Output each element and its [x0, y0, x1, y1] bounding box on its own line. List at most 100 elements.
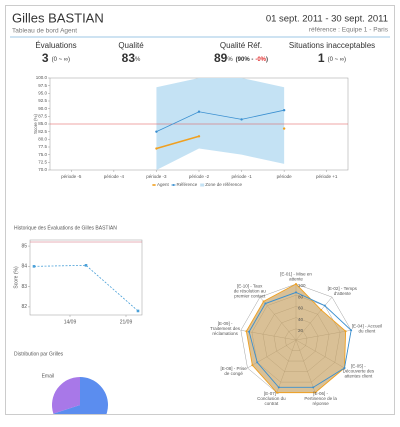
kpi-number: 89	[214, 51, 228, 65]
radar-point	[277, 386, 280, 389]
x-tick-label: 14/09	[64, 319, 77, 325]
radar-axis-label: [E-01] - Mise en attente	[280, 272, 312, 282]
radar-point	[262, 300, 265, 303]
kpi-label: Qualité Réf.	[220, 41, 262, 50]
y-tick-label: 82	[21, 304, 27, 310]
radar-series	[245, 283, 347, 394]
y-axis-label: Score (%)	[33, 114, 38, 135]
radar-point	[248, 330, 251, 333]
legend-label: Zone de référence	[205, 182, 242, 187]
radar-axis-label-line: [E-05] -	[351, 364, 366, 369]
radar-axis-label-line: premier contact	[234, 294, 266, 299]
radar-point	[245, 330, 248, 333]
radar-point	[344, 330, 347, 333]
radar-point	[295, 283, 297, 285]
radar-point	[275, 391, 278, 394]
radar-series	[248, 291, 352, 388]
x-tick-label: période -4	[104, 174, 125, 179]
kpi-range: (90% -	[236, 57, 254, 63]
pie-group	[52, 377, 109, 414]
y-axis-label: Score (%)	[13, 266, 19, 289]
radar-axis-label-line: attentes client	[344, 374, 373, 379]
radar-axis-label-line: [E-01] - Mise en	[280, 272, 312, 277]
x-tick-label: 21/09	[120, 319, 133, 325]
radar-point	[295, 291, 297, 294]
radar-axis-label-line: Conclusion du	[257, 396, 286, 401]
y-tick-label: 92.5	[38, 98, 47, 103]
radar-axis-label-line: d'attente	[334, 291, 352, 296]
history-line	[33, 264, 139, 312]
radar-axis-label: [E-09] -Traitement des réclamations	[210, 321, 241, 336]
radar-point	[350, 329, 353, 332]
y-tick-label: 83	[21, 284, 27, 290]
kpi-unit: %	[135, 57, 141, 63]
radar-axis-label-line: [E-06] -	[313, 391, 328, 396]
radar-axis-label-line: attente	[289, 277, 303, 282]
history-point	[84, 264, 88, 267]
radar-tick-label: 40	[298, 317, 304, 322]
radar-axis-label: [E-02] - Temps d'attente	[328, 286, 358, 296]
radar-point	[312, 386, 315, 389]
radar-axis-label: [E-06] -Pertinence de la réponse	[304, 391, 337, 406]
x-tick-label: période +1	[316, 174, 338, 179]
x-tick-label: période -2	[189, 174, 210, 179]
series-point	[240, 118, 243, 121]
kpi-value: 83%	[122, 51, 141, 65]
radar-point	[251, 364, 254, 367]
y-tick-label: 70.0	[38, 167, 47, 172]
radar-axis-label: [E-07] -Conclusion du contrat	[257, 391, 286, 406]
kpi-value: 3 (0 ~ ∞)	[42, 51, 70, 65]
radar-axis-label-line: [E-08] - Prise	[221, 366, 248, 371]
radar-tick-label: 60	[298, 306, 304, 311]
pie-label: Email	[42, 374, 55, 380]
y-tick-label: 82.5	[38, 129, 47, 134]
radar-axis-label: [E-05] -Découverte des attentes client	[343, 364, 375, 379]
radar-axis-label: [E-10] - Taux de résolution au premier con…	[234, 284, 267, 299]
series-point	[197, 135, 201, 138]
radar-point	[264, 302, 267, 305]
radar-axis-label-line: Pertinence de la	[304, 396, 337, 401]
y-tick-label: 85	[21, 243, 27, 249]
y-tick-label: 85.0	[38, 121, 47, 126]
radar-axis-label-line: Traitement des	[210, 326, 241, 331]
radar-tick-label: 20	[298, 328, 304, 333]
pie-title: Distribution par Grilles	[14, 351, 64, 357]
legend-label: Référence	[177, 182, 198, 187]
legend-swatch	[153, 184, 155, 186]
kpi-number: 83	[122, 51, 136, 65]
kpi-value: 89% (90% - -0%)	[214, 51, 268, 65]
series-point	[155, 147, 158, 150]
radar-axis-label-line: [E-07] -	[264, 391, 279, 396]
y-tick-label: 72.5	[38, 160, 47, 165]
radar-axis-label-line: réponse	[312, 401, 329, 406]
series-point	[197, 110, 201, 113]
kpi-range: (0 ~ ∞)	[328, 57, 346, 63]
radar-axis-label-line: [E-09] -	[218, 321, 233, 326]
radar-axis-label-line: Découverte des	[343, 369, 375, 374]
kpi-number: 3	[42, 51, 49, 65]
radar-point	[343, 367, 346, 369]
radar-axis-label: [E-04] - Accueil du client	[352, 324, 382, 334]
kpi-value: 1 (0 ~ ∞)	[318, 51, 346, 65]
radar-point	[314, 391, 317, 394]
history-point	[32, 265, 36, 268]
series-line	[156, 135, 200, 150]
radar-axis-label-line: [E-02] - Temps	[328, 286, 358, 291]
y-tick-label: 97.5	[38, 83, 47, 88]
kpi-delta: -0%	[255, 57, 266, 63]
agent-name: Gilles BASTIAN	[12, 10, 104, 25]
x-tick-label: période	[277, 174, 293, 179]
radar-tick-label: 80	[298, 294, 304, 299]
radar-tick-label: 100	[298, 283, 306, 288]
history-title: Historique des Évaluations de Gilles BAS…	[14, 224, 117, 231]
legend-label: Agent	[157, 182, 170, 187]
subtitle: Tableau de bord Agent	[12, 28, 77, 35]
y-tick-label: 80.0	[38, 137, 47, 142]
pie-slice	[53, 377, 109, 414]
kpi-label: Situations inacceptables	[289, 41, 375, 50]
history-point	[136, 309, 140, 313]
kpi-range-end: )	[266, 57, 268, 63]
series-point	[282, 109, 286, 112]
kpi-number: 1	[318, 51, 325, 65]
